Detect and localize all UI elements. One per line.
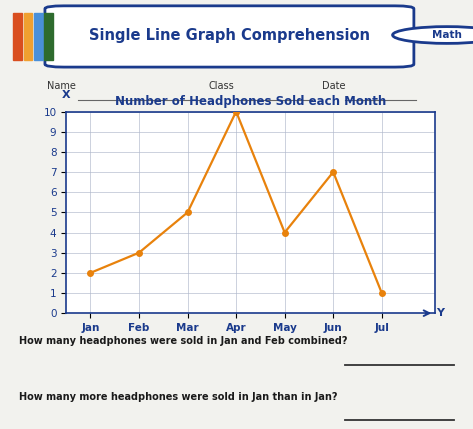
Text: Date: Date xyxy=(322,82,345,91)
Text: Class: Class xyxy=(208,82,234,91)
Text: How many headphones were sold in Jan and Feb combined?: How many headphones were sold in Jan and… xyxy=(19,336,348,346)
FancyBboxPatch shape xyxy=(34,13,43,60)
FancyBboxPatch shape xyxy=(45,6,414,67)
Text: Name: Name xyxy=(47,82,76,91)
Circle shape xyxy=(393,27,473,43)
Text: How many more headphones were sold in Jan than in Jan?: How many more headphones were sold in Ja… xyxy=(19,392,337,402)
Text: X: X xyxy=(62,91,70,100)
Text: Single Line Graph Comprehension: Single Line Graph Comprehension xyxy=(89,27,370,42)
FancyBboxPatch shape xyxy=(13,13,22,60)
Text: Y: Y xyxy=(436,308,444,318)
FancyBboxPatch shape xyxy=(24,13,32,60)
Text: Math: Math xyxy=(432,30,462,40)
FancyBboxPatch shape xyxy=(44,13,53,60)
Title: Number of Headphones Sold each Month: Number of Headphones Sold each Month xyxy=(115,95,386,108)
